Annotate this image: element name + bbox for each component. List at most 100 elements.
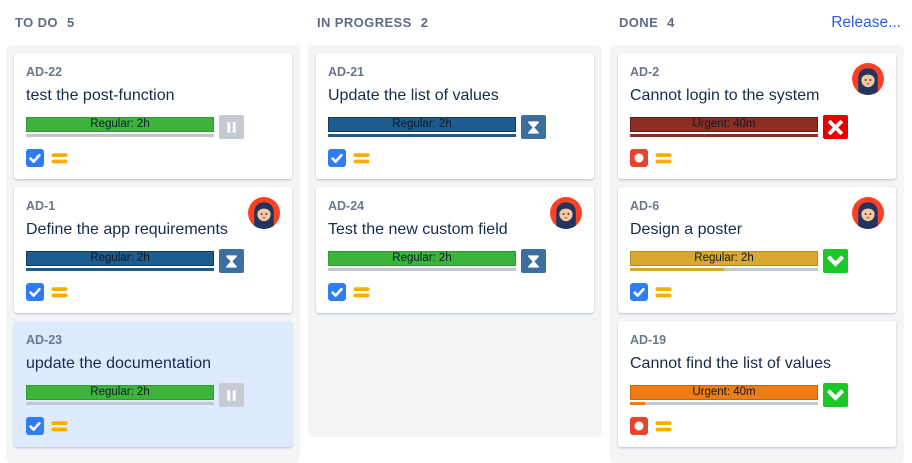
task-checkbox-icon xyxy=(26,283,44,301)
kanban-board: TO DO 5 IN PROGRESS 2 DONE 4 Release... AD-22… xyxy=(0,14,912,463)
priority-medium-icon xyxy=(51,286,68,299)
column-header-to-do: TO DO 5 xyxy=(6,15,300,45)
card-key: AD-21 xyxy=(328,65,365,79)
column-count: 5 xyxy=(66,15,75,30)
time-bar-wrap: Regular: 2h xyxy=(26,385,214,405)
board-columns: AD-22 test the post-function Regular: 2h… xyxy=(0,45,912,463)
check-icon xyxy=(826,388,845,401)
priority-medium-icon xyxy=(655,420,672,433)
card-title: Cannot find the list of values xyxy=(630,355,832,372)
hourglass-button[interactable] xyxy=(521,249,546,273)
card-meta-icons xyxy=(630,283,884,301)
priority-medium-icon xyxy=(655,286,672,299)
time-progress-bar: Regular: 2h xyxy=(328,117,516,132)
card-title: Cannot login to the system xyxy=(630,87,820,104)
release-link[interactable]: Release... xyxy=(831,14,901,31)
card-title: Update the list of values xyxy=(328,87,499,104)
card-ad-22[interactable]: AD-22 test the post-function Regular: 2h xyxy=(14,53,292,179)
card-meta-icons xyxy=(26,149,280,167)
check-button[interactable] xyxy=(823,249,848,273)
hourglass-icon xyxy=(226,254,237,268)
check-button[interactable] xyxy=(823,383,848,407)
priority-medium-icon xyxy=(353,286,370,299)
time-track xyxy=(26,268,214,271)
hourglass-button[interactable] xyxy=(521,115,546,139)
card-ad-6[interactable]: AD-6 Design a poster Regular: 2h xyxy=(618,187,896,313)
card-key: AD-24 xyxy=(328,199,365,213)
time-bar-wrap: Urgent: 40m xyxy=(630,385,818,405)
pause-button[interactable] xyxy=(219,115,244,139)
user-avatar[interactable] xyxy=(852,197,884,229)
column-to-do: AD-22 test the post-function Regular: 2h… xyxy=(6,45,300,463)
column-count: 4 xyxy=(667,15,675,30)
card-key: AD-1 xyxy=(26,199,56,213)
card-key: AD-23 xyxy=(26,333,63,347)
time-track xyxy=(630,402,818,405)
task-checkbox-icon xyxy=(328,149,346,167)
card-key: AD-22 xyxy=(26,65,63,79)
priority-medium-icon xyxy=(655,152,672,165)
card-meta-icons xyxy=(630,417,884,435)
time-track xyxy=(26,402,214,405)
time-progress-label: Regular: 2h xyxy=(392,118,452,130)
hourglass-icon xyxy=(528,254,539,268)
time-progress-row: Regular: 2h xyxy=(26,249,280,273)
pause-icon xyxy=(227,121,236,133)
time-track-fill xyxy=(630,402,646,405)
time-bar-wrap: Regular: 2h xyxy=(630,251,818,271)
card-ad-1[interactable]: AD-1 Define the app requirements Regular… xyxy=(14,187,292,313)
time-track xyxy=(328,268,516,271)
time-track xyxy=(328,134,516,137)
time-track-fill xyxy=(630,268,724,271)
time-progress-bar: Regular: 2h xyxy=(26,385,214,400)
cross-icon xyxy=(827,119,844,135)
user-avatar[interactable] xyxy=(550,197,582,229)
time-progress-bar: Regular: 2h xyxy=(26,251,214,266)
column-in-progress: AD-21 Update the list of values Regular:… xyxy=(308,45,602,437)
column-header-done: DONE 4 xyxy=(610,15,904,45)
column-count: 2 xyxy=(420,15,429,30)
time-progress-bar: Regular: 2h xyxy=(26,117,214,132)
task-checkbox-icon xyxy=(630,283,648,301)
time-progress-row: Urgent: 40m xyxy=(630,383,884,407)
card-ad-19[interactable]: AD-19 Cannot find the list of values Urg… xyxy=(618,321,896,447)
time-bar-wrap: Regular: 2h xyxy=(26,117,214,137)
time-progress-label: Regular: 2h xyxy=(90,118,150,130)
card-ad-2[interactable]: AD-2 Cannot login to the system Urgent: … xyxy=(618,53,896,179)
time-bar-wrap: Urgent: 40m xyxy=(630,117,818,137)
hourglass-button[interactable] xyxy=(219,249,244,273)
column-name: IN PROGRESS xyxy=(317,15,412,30)
time-progress-label: Regular: 2h xyxy=(392,252,452,264)
time-progress-label: Regular: 2h xyxy=(90,386,150,398)
task-checkbox-icon xyxy=(26,149,44,167)
column-done: AD-2 Cannot login to the system Urgent: … xyxy=(610,45,904,463)
card-ad-24[interactable]: AD-24 Test the new custom field Regular:… xyxy=(316,187,594,313)
card-ad-23[interactable]: AD-23 update the documentation Regular: … xyxy=(14,321,292,447)
time-progress-label: Urgent: 40m xyxy=(692,386,756,398)
time-progress-row: Regular: 2h xyxy=(26,383,280,407)
cross-button[interactable] xyxy=(823,115,848,139)
time-progress-label: Regular: 2h xyxy=(694,252,754,264)
priority-medium-icon xyxy=(353,152,370,165)
card-meta-icons xyxy=(630,149,884,167)
time-progress-row: Urgent: 40m xyxy=(630,115,884,139)
time-progress-bar: Regular: 2h xyxy=(328,251,516,266)
task-checkbox-icon xyxy=(26,417,44,435)
time-progress-bar: Regular: 2h xyxy=(630,251,818,266)
time-progress-row: Regular: 2h xyxy=(26,115,280,139)
time-bar-wrap: Regular: 2h xyxy=(26,251,214,271)
time-track xyxy=(630,134,818,137)
column-name: TO DO xyxy=(15,15,58,30)
user-avatar[interactable] xyxy=(852,63,884,95)
time-progress-bar: Urgent: 40m xyxy=(630,117,818,132)
column-header-in-progress: IN PROGRESS 2 xyxy=(308,15,602,45)
check-icon xyxy=(826,254,845,267)
card-key: AD-19 xyxy=(630,333,667,347)
pause-button[interactable] xyxy=(219,383,244,407)
card-meta-icons xyxy=(26,283,280,301)
user-avatar[interactable] xyxy=(248,197,280,229)
card-ad-21[interactable]: AD-21 Update the list of values Regular:… xyxy=(316,53,594,179)
column-name: DONE xyxy=(619,15,659,30)
priority-medium-icon xyxy=(51,152,68,165)
card-key: AD-6 xyxy=(630,199,660,213)
